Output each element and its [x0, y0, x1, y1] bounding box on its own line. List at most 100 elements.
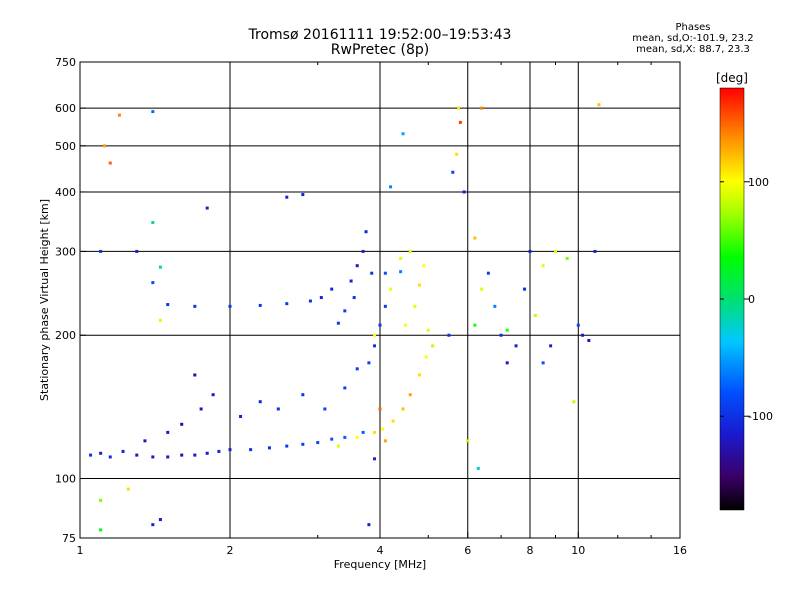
data-point — [89, 453, 93, 457]
data-point — [158, 518, 162, 522]
data-point — [352, 296, 356, 300]
data-point — [361, 430, 365, 434]
y-tick-label: 75 — [62, 532, 76, 545]
data-point — [408, 249, 412, 253]
data-point — [276, 407, 280, 411]
data-point — [211, 393, 215, 397]
phases-x-stats: mean, sd,X: 88.7, 23.3 — [636, 44, 750, 55]
data-point — [205, 451, 209, 455]
data-point — [597, 103, 601, 107]
data-point — [581, 333, 585, 337]
data-point — [135, 249, 139, 253]
data-point — [323, 407, 327, 411]
grid-lines — [80, 62, 680, 538]
data-point — [336, 321, 340, 325]
y-tick-label: 750 — [55, 56, 76, 69]
data-point — [401, 132, 405, 136]
data-point — [117, 113, 121, 117]
data-point — [316, 441, 320, 445]
data-point — [391, 419, 395, 423]
data-point — [549, 344, 553, 348]
data-point — [99, 528, 103, 532]
data-point — [466, 439, 470, 443]
chart-title: Tromsø 20161111 19:52:00–19:53:43 RwPret… — [180, 28, 580, 58]
y-tick-label: 100 — [55, 473, 76, 486]
data-point — [336, 444, 340, 448]
data-point — [151, 221, 155, 225]
x-tick-label: 6 — [464, 544, 471, 557]
x-axis-ticks: 1 2 4 6 8 10 16 — [77, 62, 687, 557]
data-point — [99, 249, 103, 253]
data-point — [126, 487, 130, 491]
data-point — [355, 264, 359, 268]
data-point — [426, 328, 430, 332]
data-point — [572, 400, 576, 404]
data-point — [499, 333, 503, 337]
data-point — [401, 407, 405, 411]
x-tick-label: 2 — [227, 544, 234, 557]
data-point — [383, 304, 387, 308]
y-axis-label: Stationary phase Virtual Height [km] — [38, 199, 51, 401]
data-point — [367, 361, 371, 365]
data-point — [364, 230, 368, 234]
colorbar-tick-label: 100 — [748, 176, 769, 189]
data-point — [330, 287, 334, 291]
data-point — [473, 236, 477, 240]
data-point — [301, 442, 305, 446]
data-point — [373, 344, 377, 348]
data-point — [166, 455, 170, 459]
data-point — [367, 523, 371, 527]
data-point — [193, 304, 197, 308]
data-point — [151, 110, 155, 114]
y-axis-ticks: 75 100 200 300 400 500 600 750 — [55, 56, 86, 545]
data-point — [473, 323, 477, 327]
data-point — [143, 439, 147, 443]
x-tick-label: 16 — [673, 544, 687, 557]
data-point — [258, 400, 262, 404]
data-point — [180, 453, 184, 457]
data-point — [455, 152, 459, 156]
x-tick-label: 8 — [527, 544, 534, 557]
data-point — [180, 422, 184, 426]
data-point — [457, 106, 461, 110]
data-point — [576, 323, 580, 327]
data-point — [319, 296, 323, 300]
data-point — [381, 427, 385, 431]
data-point — [383, 439, 387, 443]
data-point — [301, 393, 305, 397]
data-point — [151, 523, 155, 527]
y-tick-label: 300 — [55, 245, 76, 258]
data-point — [505, 328, 509, 332]
x-tick-label: 4 — [377, 544, 384, 557]
data-point — [151, 455, 155, 459]
phases-stats-box: Phases mean, sd,O:-101.9, 23.2 mean, sd,… — [608, 22, 778, 55]
data-point — [108, 161, 112, 165]
data-point — [408, 393, 412, 397]
data-point — [166, 430, 170, 434]
data-point — [330, 437, 334, 441]
data-point — [267, 446, 271, 450]
x-tick-label: 1 — [77, 544, 84, 557]
data-point — [355, 367, 359, 371]
data-point — [121, 449, 125, 453]
data-point — [135, 453, 139, 457]
colorbar-tick-label: 0 — [748, 293, 755, 306]
data-point — [389, 185, 393, 189]
data-point — [422, 264, 426, 268]
data-point — [378, 323, 382, 327]
data-point — [447, 333, 451, 337]
data-point — [587, 338, 591, 342]
data-point — [193, 373, 197, 377]
data-point — [541, 264, 545, 268]
data-point — [258, 303, 262, 307]
data-point — [361, 249, 365, 253]
data-point — [343, 386, 347, 390]
data-point — [493, 304, 497, 308]
data-point — [533, 314, 537, 318]
data-point — [505, 361, 509, 365]
data-point — [228, 304, 232, 308]
data-point — [166, 303, 170, 307]
y-tick-label: 400 — [55, 186, 76, 199]
data-point — [486, 271, 490, 275]
data-point — [151, 281, 155, 285]
